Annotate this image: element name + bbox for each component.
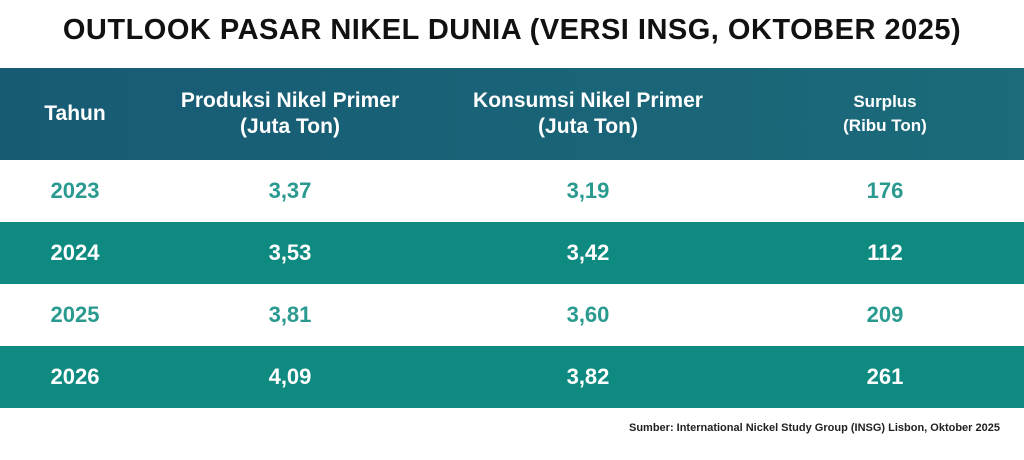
header-text: (Juta Ton) (240, 115, 340, 138)
header-text: (Juta Ton) (538, 115, 638, 138)
header-text: Konsumsi Nikel Primer (473, 89, 703, 112)
table-row: 2023 3,37 3,19 176 (0, 160, 1024, 222)
header-text: Surplus (853, 92, 917, 111)
table-cell: 3,53 (268, 240, 312, 265)
header-text: Tahun (44, 102, 106, 125)
table-cell: 3,81 (268, 302, 312, 327)
header-cell: Surplus (Ribu Ton) (746, 90, 1024, 138)
table-cell: 4,09 (268, 364, 312, 389)
source-note: Sumber: International Nickel Study Group… (628, 422, 1000, 434)
table-row: 2025 3,81 3,60 209 (0, 284, 1024, 346)
title: OUTLOOK PASAR NIKEL DUNIA (VERSI INSG, O… (62, 14, 962, 46)
table-cell: 112 (867, 240, 903, 265)
header-text: (Ribu Ton) (843, 116, 927, 135)
table-row: 2026 4,09 3,82 261 (0, 346, 1024, 408)
header-cell: Konsumsi Nikel Primer (Juta Ton) (430, 88, 746, 140)
table-cell: 2025 (50, 302, 100, 327)
header-row: Tahun Produksi Nikel Primer (Juta Ton) Kons… (0, 68, 1024, 160)
table-cell: 2023 (50, 178, 100, 203)
table-cell: 3,60 (566, 302, 610, 327)
table-cell: 261 (866, 364, 904, 389)
table: Tahun Produksi Nikel Primer (Juta Ton) Kons… (0, 68, 1024, 408)
table-cell: 3,42 (566, 240, 610, 265)
table-cell: 2026 (50, 364, 100, 389)
header-cell: Produksi Nikel Primer (Juta Ton) (150, 88, 430, 140)
table-cell: 3,37 (268, 178, 312, 203)
table-cell: 209 (866, 302, 904, 327)
table-row: 2024 3,53 3,42 112 (0, 222, 1024, 284)
table-cell: 3,19 (566, 178, 610, 203)
table-cell: 176 (866, 178, 904, 203)
header-cell: Tahun (0, 101, 150, 127)
header-text: Produksi Nikel Primer (180, 89, 400, 112)
table-cell: 2024 (50, 240, 100, 265)
table-cell: 3,82 (566, 364, 610, 389)
